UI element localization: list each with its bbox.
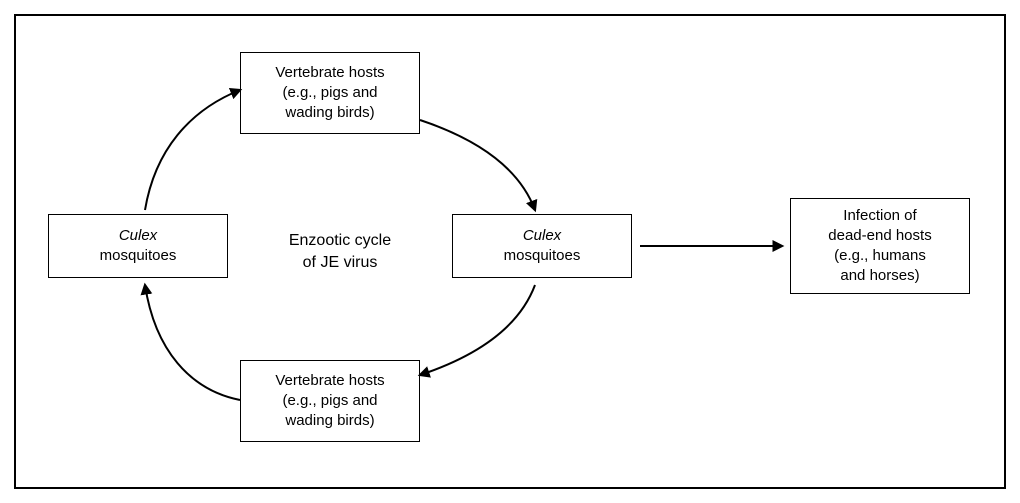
node-deadend-line3: (e.g., humans — [834, 247, 926, 264]
node-vertebrate-bottom: Vertebrate hosts (e.g., pigs and wading … — [240, 360, 420, 442]
node-deadend-line1: Infection of — [843, 207, 916, 224]
node-top-line2: (e.g., pigs and — [282, 84, 377, 101]
node-left-line2: mosquitoes — [100, 247, 177, 264]
node-right-line2: mosquitoes — [504, 247, 581, 264]
node-vertebrate-top: Vertebrate hosts (e.g., pigs and wading … — [240, 52, 420, 134]
center-cycle-label: Enzootic cycle of JE virus — [260, 230, 420, 273]
node-culex-right: Culex mosquitoes — [452, 214, 632, 278]
center-line2: of JE virus — [303, 254, 378, 271]
node-top-line3: wading birds) — [285, 104, 374, 121]
node-bottom-line3: wading birds) — [285, 412, 374, 429]
node-left-line1: Culex — [119, 227, 157, 244]
node-deadend-line4: and horses) — [840, 267, 919, 284]
node-bottom-line2: (e.g., pigs and — [282, 392, 377, 409]
node-right-line1: Culex — [523, 227, 561, 244]
node-bottom-line1: Vertebrate hosts — [275, 372, 384, 389]
node-top-line1: Vertebrate hosts — [275, 64, 384, 81]
center-line1: Enzootic cycle — [289, 232, 391, 249]
node-culex-left: Culex mosquitoes — [48, 214, 228, 278]
node-deadend-line2: dead-end hosts — [828, 227, 931, 244]
node-dead-end-hosts: Infection of dead-end hosts (e.g., human… — [790, 198, 970, 294]
